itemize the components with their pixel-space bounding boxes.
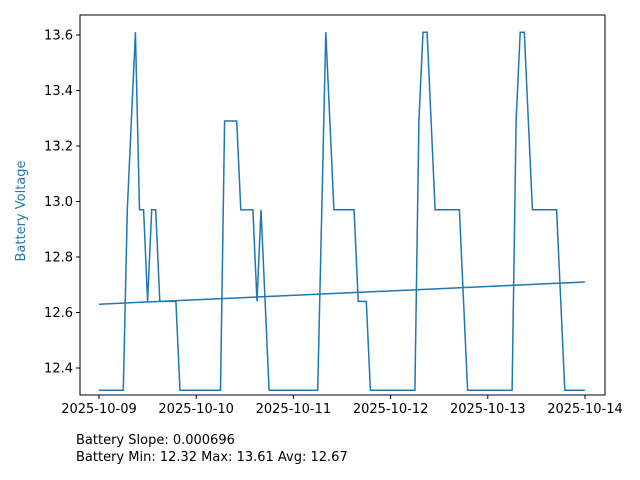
plot-frame <box>79 14 606 396</box>
y-tick-label: 13.4 <box>44 84 73 99</box>
battery-slope-text: Battery Slope: 0.000696 <box>76 433 235 448</box>
x-tick-label: 2025-10-14 <box>547 402 623 417</box>
y-tick-label: 13.0 <box>44 195 73 210</box>
trend-line <box>98 281 585 305</box>
battery-voltage-line <box>99 31 585 391</box>
battery-minmaxavg-text: Battery Min: 12.32 Max: 13.61 Avg: 12.67 <box>76 450 348 465</box>
y-tick-label: 12.6 <box>44 306 73 321</box>
x-tick-label: 2025-10-12 <box>353 402 429 417</box>
x-tick-label: 2025-10-10 <box>158 402 234 417</box>
y-axis-label: Battery Voltage <box>14 160 29 261</box>
y-tick-label: 13.6 <box>44 29 73 44</box>
x-tick-label: 2025-10-09 <box>61 402 137 417</box>
y-tick-label: 12.4 <box>44 362 73 377</box>
x-tick-label: 2025-10-11 <box>256 402 332 417</box>
y-tick-label: 12.8 <box>44 251 73 266</box>
x-tick-label: 2025-10-13 <box>450 402 526 417</box>
y-tick-label: 13.2 <box>44 140 73 155</box>
